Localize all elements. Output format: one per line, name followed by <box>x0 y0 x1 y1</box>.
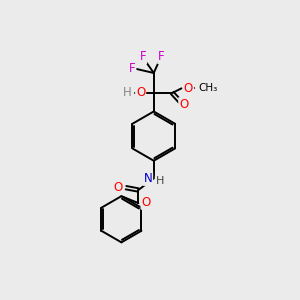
Text: N: N <box>143 172 152 185</box>
Text: F: F <box>129 62 136 75</box>
Text: O: O <box>179 98 188 111</box>
Text: O: O <box>184 82 193 95</box>
Text: O: O <box>141 196 151 209</box>
Text: H: H <box>156 176 164 186</box>
Text: CH₃: CH₃ <box>198 83 218 93</box>
Text: O: O <box>136 86 145 100</box>
Text: H: H <box>123 86 131 100</box>
Text: F: F <box>140 50 146 63</box>
Text: F: F <box>158 50 165 63</box>
Text: O: O <box>114 181 123 194</box>
